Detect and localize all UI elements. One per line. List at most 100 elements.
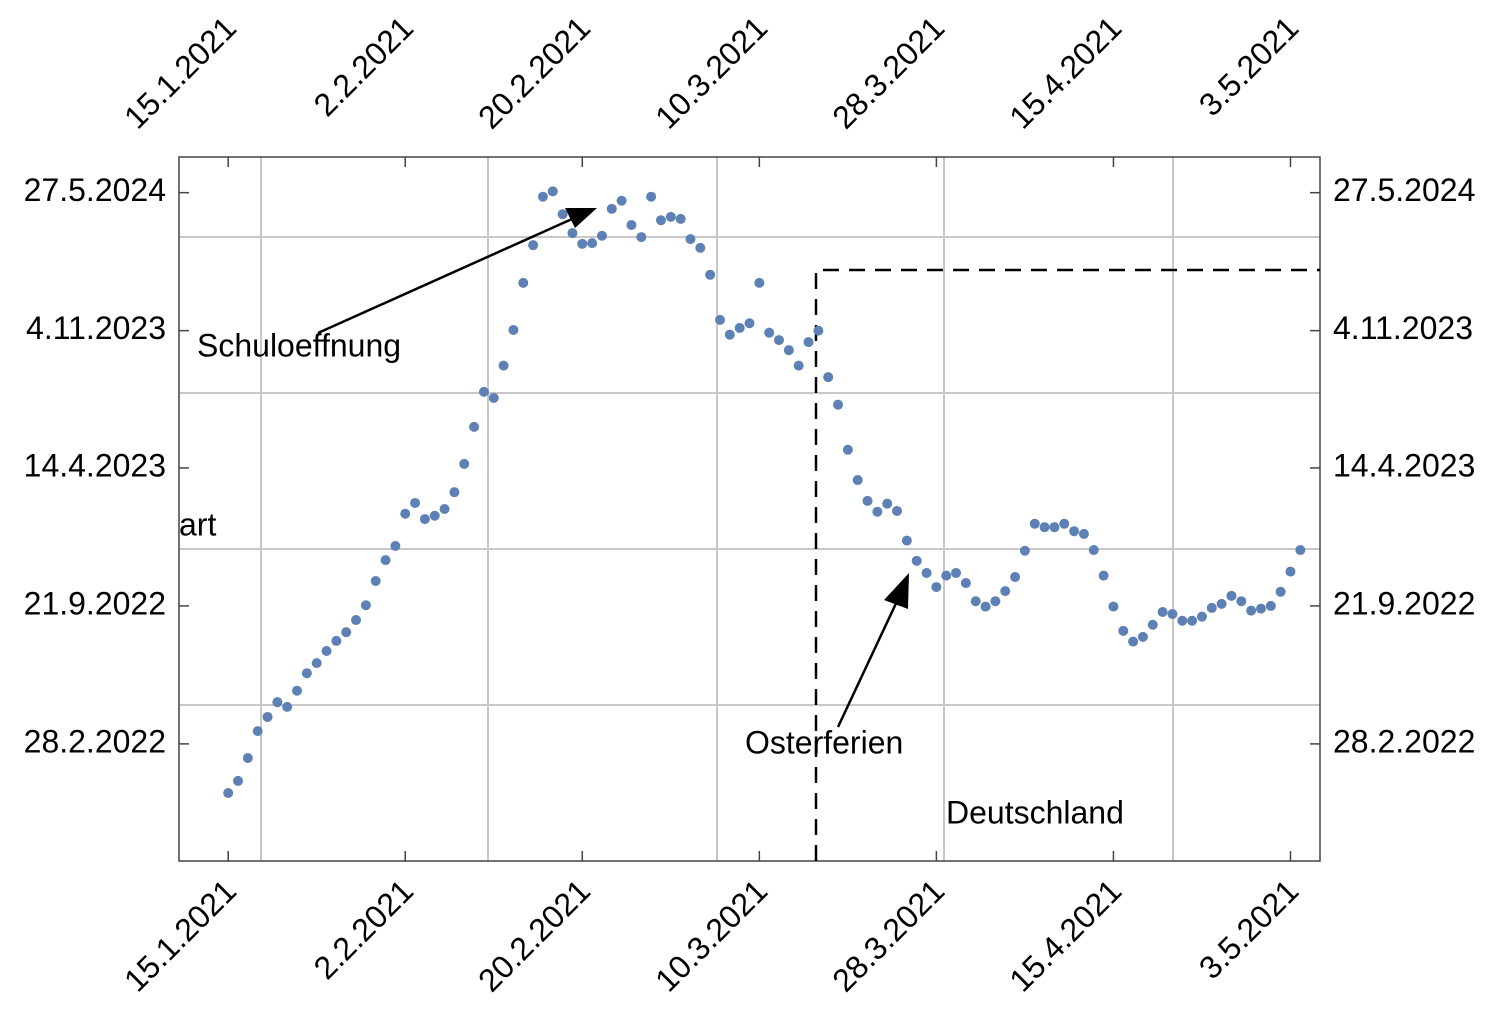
point	[606, 203, 617, 214]
point	[1078, 528, 1089, 539]
point	[410, 497, 421, 508]
marks	[223, 186, 1306, 799]
x-tick-label: 15.4.2021	[1002, 872, 1128, 998]
point	[1147, 619, 1158, 630]
point	[1108, 601, 1119, 612]
x-tick-label: 2.2.2021	[307, 9, 421, 123]
point	[833, 399, 844, 410]
point	[1137, 631, 1148, 642]
x-tick-label: 3.5.2021	[1192, 9, 1306, 123]
point	[1255, 603, 1266, 614]
point	[351, 615, 362, 626]
x-tick-label: 10.3.2021	[648, 872, 774, 998]
point	[321, 646, 332, 657]
point	[705, 269, 716, 280]
point	[478, 386, 489, 397]
point	[675, 213, 686, 224]
point	[901, 535, 912, 546]
point	[931, 582, 942, 593]
point	[626, 219, 637, 230]
point	[1246, 605, 1257, 616]
point	[960, 578, 971, 589]
point	[1216, 598, 1227, 609]
point	[724, 329, 735, 340]
background-grid	[179, 157, 1320, 861]
point	[429, 510, 440, 521]
point	[233, 775, 244, 786]
point	[272, 697, 283, 708]
point	[341, 627, 352, 638]
point	[370, 576, 381, 587]
x-tick-label: 10.3.2021	[648, 9, 774, 135]
point	[331, 635, 342, 646]
point	[951, 567, 962, 578]
point	[882, 498, 893, 509]
point	[1295, 545, 1306, 556]
point	[842, 444, 853, 455]
point	[587, 238, 598, 249]
x-tick-label: 15.4.2021	[1002, 9, 1128, 135]
point	[596, 230, 607, 241]
point	[242, 753, 253, 764]
point	[1157, 606, 1168, 617]
point	[459, 458, 470, 469]
point	[1196, 611, 1207, 622]
point	[921, 567, 932, 578]
point	[547, 186, 558, 197]
point	[311, 658, 322, 669]
point	[390, 541, 401, 552]
y-tick-label: 4.11.2023	[1333, 310, 1473, 346]
x-tick-label: 3.5.2021	[1192, 872, 1306, 986]
point	[714, 314, 725, 325]
x-tick-label: 20.2.2021	[471, 872, 597, 998]
point	[528, 240, 539, 251]
point	[469, 421, 480, 432]
point	[567, 228, 578, 239]
y-tick-label: 4.11.2023	[26, 310, 166, 346]
annotation: Schuloeffnung	[197, 327, 401, 363]
point	[1069, 526, 1080, 537]
y-tick-label: 28.2.2022	[1333, 723, 1475, 759]
point	[665, 211, 676, 222]
point	[360, 600, 371, 611]
plot-frame	[178, 156, 1321, 862]
point	[223, 788, 234, 799]
x-tick-label: 28.3.2021	[825, 872, 951, 998]
point	[862, 495, 873, 506]
point	[1000, 586, 1011, 597]
dashed-region	[814, 268, 1320, 861]
arrow-head	[565, 208, 597, 228]
point	[262, 711, 273, 722]
point	[744, 318, 755, 329]
point	[1088, 545, 1099, 556]
point	[911, 555, 922, 566]
point	[1029, 518, 1040, 529]
point	[1010, 571, 1021, 582]
point	[774, 335, 785, 346]
point	[301, 668, 312, 679]
x-tick-label: 20.2.2021	[471, 9, 597, 135]
point	[292, 685, 303, 696]
point	[1039, 522, 1050, 533]
arrow	[317, 217, 573, 335]
point	[793, 360, 804, 371]
y-tick-label: 14.4.2023	[1333, 447, 1475, 483]
point	[970, 596, 981, 607]
point	[980, 601, 991, 612]
y-tick-label: 28.2.2022	[24, 723, 166, 759]
point	[616, 195, 627, 206]
point	[400, 508, 411, 519]
point	[508, 324, 519, 335]
point	[577, 238, 588, 249]
point	[685, 234, 696, 245]
point	[813, 325, 824, 336]
x-tick-label: 15.1.2021	[117, 9, 243, 135]
point	[380, 555, 391, 566]
point	[655, 215, 666, 226]
point	[1128, 636, 1139, 647]
point	[646, 191, 657, 202]
point	[1177, 615, 1188, 626]
point	[449, 487, 460, 498]
point	[518, 277, 529, 288]
point	[1019, 545, 1030, 556]
